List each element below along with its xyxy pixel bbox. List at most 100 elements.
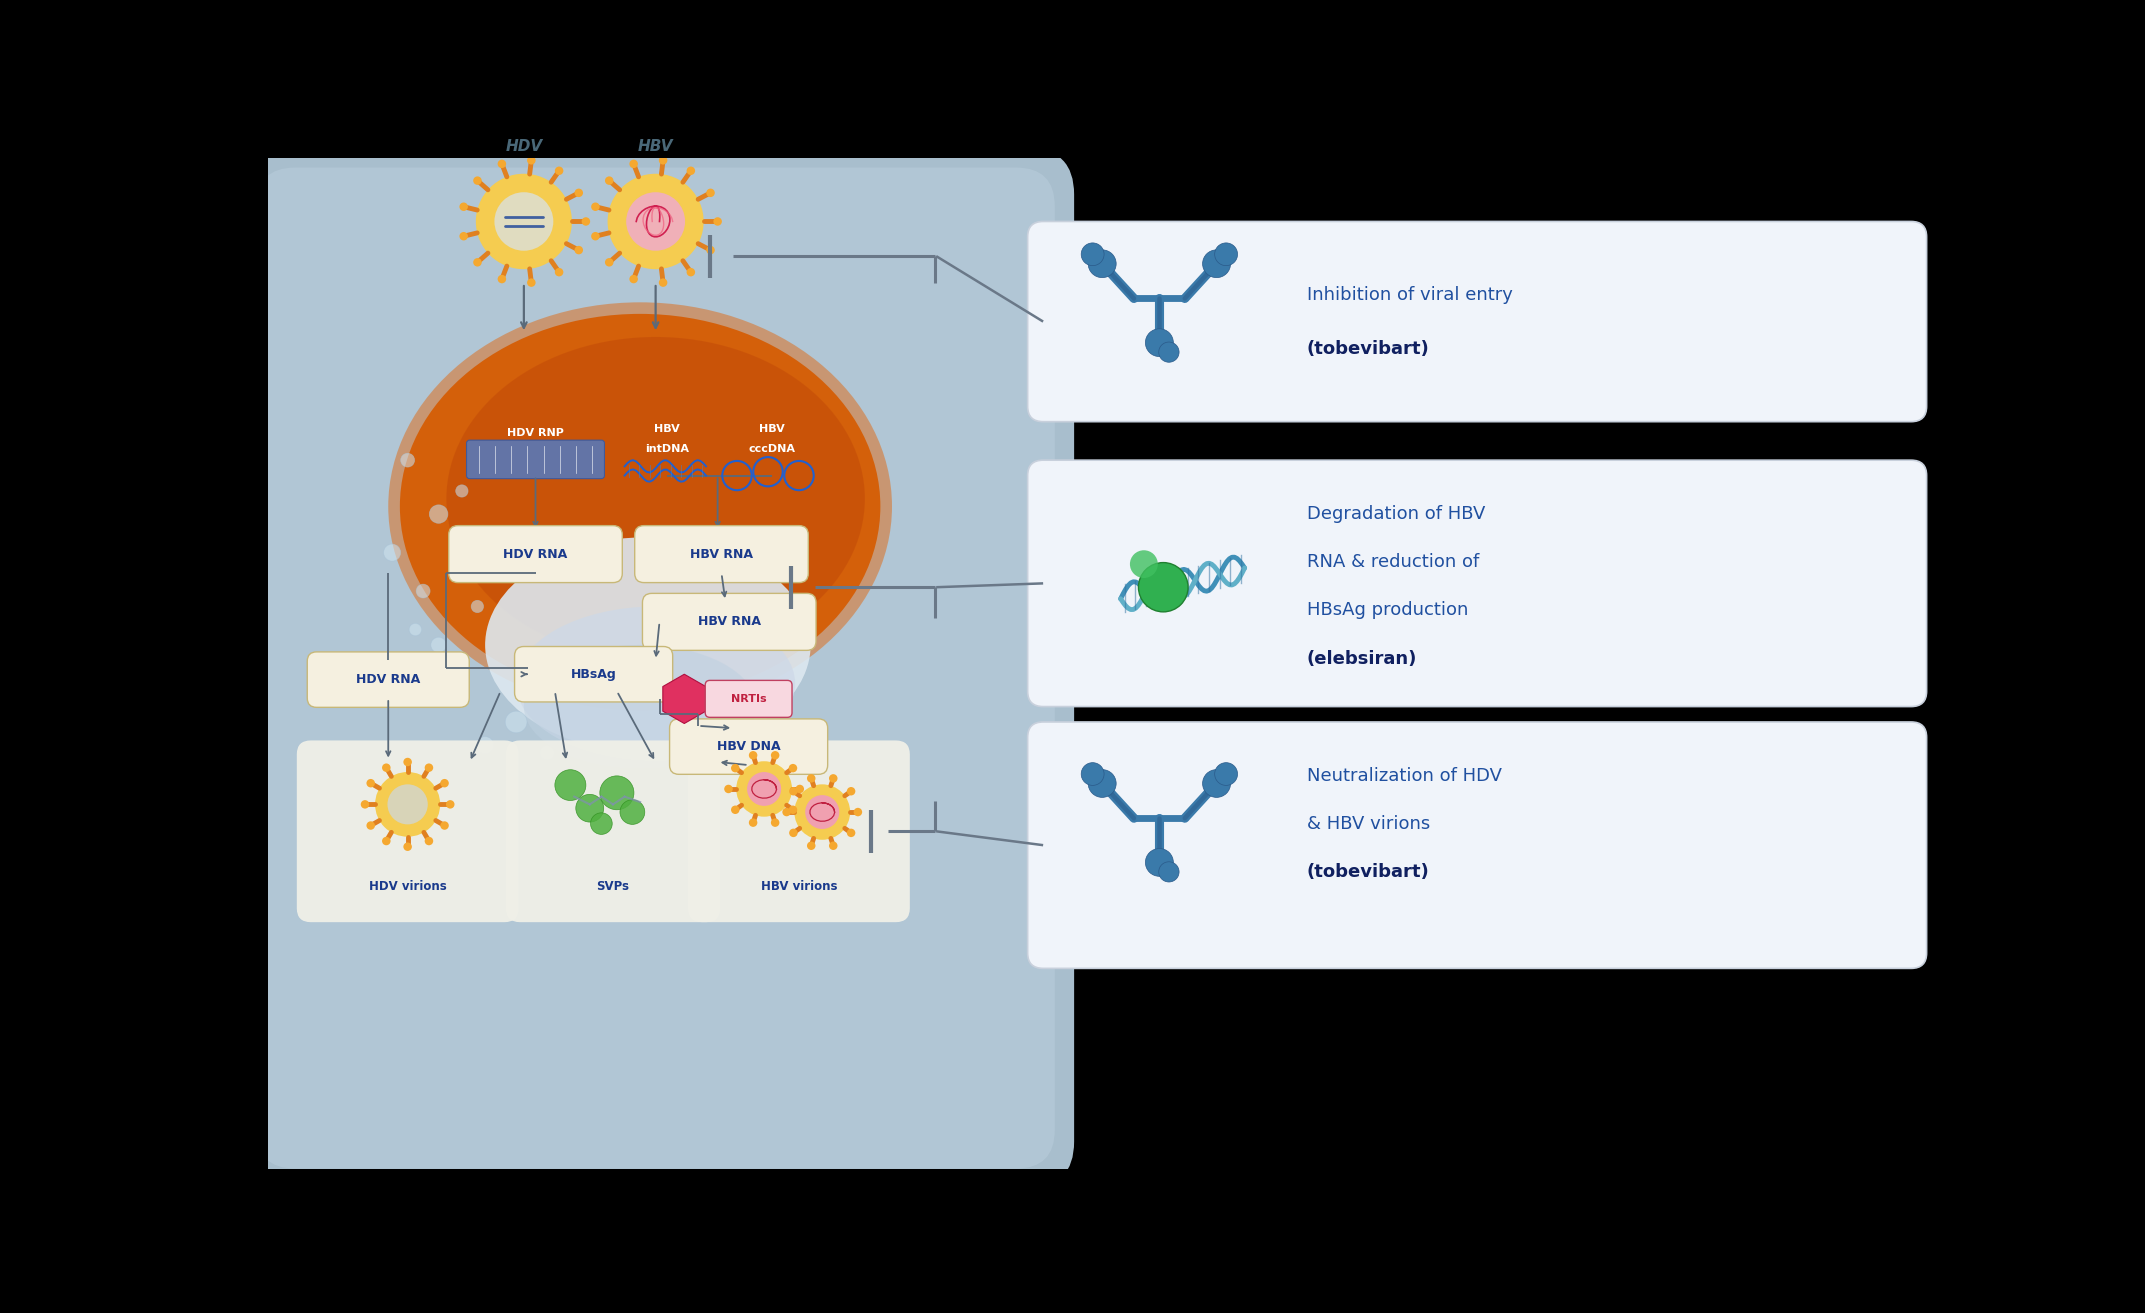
Text: HBV RNA: HBV RNA	[691, 548, 753, 561]
Circle shape	[1081, 243, 1105, 265]
Ellipse shape	[517, 607, 796, 760]
Text: HBV virions: HBV virions	[761, 880, 837, 893]
Circle shape	[476, 173, 573, 269]
Circle shape	[1088, 769, 1115, 797]
Text: HBV RNA: HBV RNA	[697, 616, 761, 629]
FancyBboxPatch shape	[644, 593, 815, 650]
FancyBboxPatch shape	[238, 148, 1075, 1188]
Circle shape	[1081, 763, 1105, 785]
Ellipse shape	[399, 314, 879, 699]
FancyBboxPatch shape	[515, 646, 674, 702]
FancyBboxPatch shape	[257, 168, 1055, 1169]
Text: HBV DNA: HBV DNA	[716, 741, 781, 754]
Circle shape	[686, 167, 695, 175]
Circle shape	[628, 274, 637, 284]
Circle shape	[575, 246, 583, 255]
Circle shape	[382, 763, 390, 772]
Circle shape	[828, 775, 837, 783]
Circle shape	[360, 800, 369, 809]
Circle shape	[749, 751, 757, 759]
Circle shape	[382, 836, 390, 846]
Circle shape	[528, 278, 536, 286]
Text: (tobevibart): (tobevibart)	[1306, 340, 1429, 357]
Text: Neutralization of HDV: Neutralization of HDV	[1306, 767, 1502, 785]
Circle shape	[556, 268, 564, 277]
Circle shape	[789, 829, 798, 838]
Circle shape	[592, 202, 601, 211]
Circle shape	[474, 176, 483, 185]
Text: HDV RNP: HDV RNP	[506, 428, 564, 439]
FancyBboxPatch shape	[669, 720, 828, 775]
Circle shape	[416, 584, 431, 597]
Circle shape	[1158, 343, 1180, 362]
Text: intDNA: intDNA	[646, 444, 689, 453]
Circle shape	[714, 217, 723, 226]
Circle shape	[388, 784, 427, 825]
FancyBboxPatch shape	[307, 651, 470, 708]
Text: Degradation of HBV: Degradation of HBV	[1306, 506, 1484, 523]
Circle shape	[403, 758, 412, 767]
Circle shape	[367, 822, 375, 830]
Circle shape	[770, 818, 779, 827]
Text: NRTIs: NRTIs	[731, 693, 766, 704]
Circle shape	[620, 800, 646, 825]
Circle shape	[731, 764, 740, 772]
Circle shape	[575, 189, 583, 197]
FancyBboxPatch shape	[1027, 722, 1926, 969]
Text: (tobevibart): (tobevibart)	[1306, 863, 1429, 881]
Circle shape	[506, 712, 528, 733]
Circle shape	[440, 779, 448, 788]
Circle shape	[659, 156, 667, 164]
Circle shape	[725, 785, 734, 793]
Circle shape	[796, 785, 804, 793]
Circle shape	[770, 751, 779, 759]
Circle shape	[607, 173, 704, 269]
Ellipse shape	[523, 645, 757, 768]
Circle shape	[459, 202, 468, 211]
Circle shape	[1145, 848, 1173, 876]
Circle shape	[590, 813, 611, 834]
Circle shape	[807, 775, 815, 783]
Circle shape	[686, 268, 695, 277]
Text: SVPs: SVPs	[596, 880, 628, 893]
Ellipse shape	[388, 302, 892, 710]
Circle shape	[425, 836, 433, 846]
Circle shape	[804, 796, 839, 829]
FancyBboxPatch shape	[448, 525, 622, 583]
Circle shape	[498, 160, 506, 168]
Text: cccDNA: cccDNA	[749, 444, 796, 453]
Circle shape	[1214, 763, 1238, 785]
Text: HBV: HBV	[759, 424, 785, 435]
FancyBboxPatch shape	[1027, 460, 1926, 706]
FancyBboxPatch shape	[1027, 222, 1926, 421]
FancyBboxPatch shape	[506, 741, 721, 922]
Circle shape	[1158, 861, 1180, 882]
Circle shape	[736, 762, 792, 817]
Circle shape	[1088, 249, 1115, 277]
Circle shape	[498, 274, 506, 284]
Circle shape	[429, 504, 448, 524]
Circle shape	[440, 822, 448, 830]
Text: HDV: HDV	[506, 138, 543, 154]
Circle shape	[403, 843, 412, 851]
Circle shape	[367, 779, 375, 788]
Circle shape	[459, 232, 468, 240]
Circle shape	[847, 786, 856, 796]
Circle shape	[605, 259, 613, 267]
Circle shape	[375, 772, 440, 836]
Text: HDV RNA: HDV RNA	[504, 548, 568, 561]
FancyBboxPatch shape	[465, 440, 605, 479]
Text: HBsAg: HBsAg	[571, 668, 616, 680]
Circle shape	[592, 232, 601, 240]
Circle shape	[789, 806, 798, 814]
Circle shape	[474, 259, 483, 267]
Circle shape	[847, 829, 856, 838]
Text: & HBV virions: & HBV virions	[1306, 814, 1431, 832]
Circle shape	[541, 746, 553, 760]
Circle shape	[1145, 328, 1173, 357]
Circle shape	[528, 156, 536, 164]
FancyBboxPatch shape	[635, 525, 809, 583]
Text: HBsAg production: HBsAg production	[1306, 601, 1467, 620]
Circle shape	[807, 842, 815, 850]
Text: HDV virions: HDV virions	[369, 880, 446, 893]
